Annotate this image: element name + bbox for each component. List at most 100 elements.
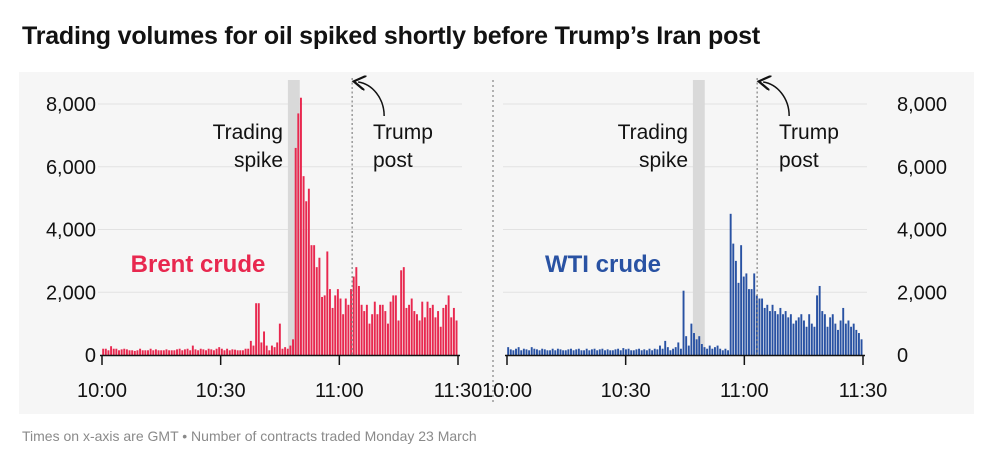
brent-bar — [389, 301, 392, 355]
wti-bar — [640, 350, 643, 355]
brent-bar — [234, 349, 236, 355]
brent-x-tick-label: 10:30 — [196, 380, 246, 402]
wti-x-tick-label: 11:00 — [720, 380, 769, 402]
wti-bar — [693, 333, 695, 355]
wti-bar — [821, 311, 824, 355]
brent-bar — [144, 350, 147, 355]
brent-bar — [336, 289, 339, 355]
brent-y-tick-label: 2,000 — [46, 282, 96, 304]
brent-bar — [226, 348, 229, 355]
wti-bar — [800, 314, 803, 355]
brent-bar — [365, 304, 368, 355]
wti-bar — [638, 348, 640, 355]
wti-bar — [839, 320, 842, 355]
brent-bar — [115, 348, 118, 355]
wti-bar — [837, 329, 839, 355]
wti-bar — [664, 340, 667, 355]
brent-x-tick-label: 10:00 — [77, 380, 127, 402]
brent-bar — [342, 314, 345, 355]
wti-bar — [596, 350, 599, 355]
brent-bar — [265, 345, 268, 355]
wti-bar — [761, 298, 764, 355]
wti-bar — [604, 350, 606, 355]
brent-bar — [165, 349, 168, 355]
wti-bar — [515, 348, 517, 355]
brent-bar — [431, 304, 434, 355]
wti-bar — [528, 350, 531, 355]
wti-bar — [810, 323, 813, 355]
wti-bar — [651, 350, 654, 355]
wti-bar — [517, 347, 520, 355]
wti-bar — [766, 304, 769, 355]
brent-bar — [252, 345, 255, 355]
brent-bar — [268, 350, 271, 355]
brent-bar — [381, 304, 384, 355]
brent-bar — [104, 348, 107, 355]
brent-bar — [270, 345, 273, 355]
wti-spike-label-line1: Trading — [618, 121, 688, 144]
brent-bar — [212, 350, 215, 355]
wti-bar — [648, 348, 651, 355]
wti-bar — [745, 273, 748, 355]
wti-bar — [630, 350, 633, 355]
wti-bar — [593, 348, 596, 355]
brent-bar — [139, 348, 142, 355]
brent-bar — [373, 301, 376, 355]
wti-bar — [543, 349, 546, 355]
wti-bar — [724, 348, 727, 355]
wti-bar — [842, 307, 845, 355]
wti-bar — [808, 314, 811, 355]
brent-bar — [387, 323, 389, 355]
wti-bar — [721, 350, 724, 355]
brent-bar — [379, 304, 382, 355]
brent-bar — [147, 350, 149, 355]
wti-bar — [732, 243, 735, 355]
brent-bar — [131, 350, 134, 355]
brent-bar — [326, 251, 329, 355]
brent-bar — [125, 349, 128, 355]
brent-bar — [239, 350, 242, 355]
wti-x-tick-label: 10:00 — [482, 380, 532, 402]
brent-bar — [160, 350, 163, 355]
wti-bar — [575, 349, 578, 355]
brent-bar — [313, 245, 316, 355]
brent-spike-label-line2: spike — [234, 149, 283, 172]
brent-bar — [400, 270, 403, 355]
brent-bar — [434, 317, 437, 355]
brent-bar — [183, 349, 186, 355]
brent-bar — [442, 307, 445, 355]
brent-bar — [102, 348, 105, 355]
wti-bar — [659, 345, 661, 355]
wti-x-tick-label: 11:30 — [839, 380, 888, 402]
brent-bar — [162, 350, 165, 355]
brent-bar — [191, 345, 194, 355]
wti-bar — [580, 350, 583, 355]
wti-bar — [570, 348, 572, 355]
brent-bar — [220, 348, 223, 355]
wti-bar — [507, 347, 510, 355]
wti-bar — [677, 342, 680, 355]
wti-series-label: WTI crude — [545, 251, 661, 278]
brent-bar — [236, 350, 239, 355]
brent-bar — [352, 276, 355, 355]
brent-bar — [120, 349, 123, 355]
wti-bar — [782, 314, 784, 355]
wti-post-label-line1: Trump — [779, 121, 839, 144]
wti-bar — [700, 344, 703, 355]
brent-bar — [154, 349, 157, 355]
footnote: Times on x-axis are GMT • Number of cont… — [22, 428, 477, 444]
brent-bar — [402, 267, 405, 355]
brent-bar — [249, 340, 252, 355]
brent-bar — [331, 307, 334, 355]
wti-bar — [682, 290, 685, 355]
wti-bar — [734, 260, 737, 355]
wti-bar — [789, 314, 792, 355]
wti-bar — [627, 348, 630, 355]
wti-bar — [844, 323, 847, 355]
wti-bar — [797, 317, 800, 355]
wti-bar — [601, 348, 604, 355]
brent-bar — [244, 348, 247, 355]
brent-bar — [455, 320, 458, 355]
brent-bar — [228, 350, 231, 355]
